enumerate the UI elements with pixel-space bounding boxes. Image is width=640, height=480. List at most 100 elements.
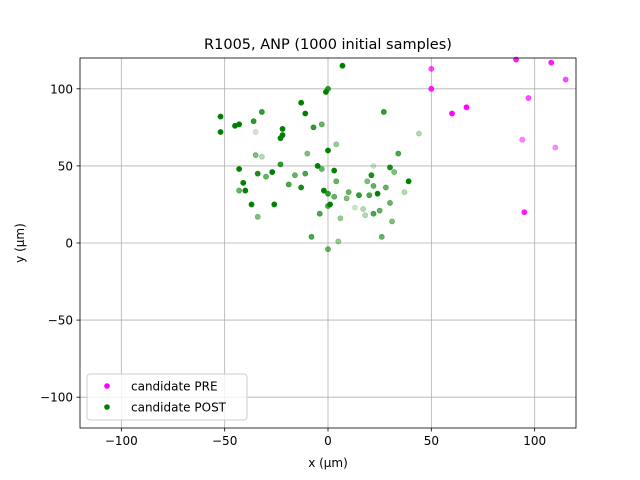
y-tick-label: −100 <box>40 391 73 405</box>
legend-marker-post <box>104 404 110 410</box>
x-axis-label: x (µm) <box>308 456 348 470</box>
post-data-point <box>308 233 315 240</box>
post-data-point <box>217 129 224 135</box>
post-data-point <box>356 192 362 199</box>
pre-data-point <box>521 209 528 216</box>
post-data-point <box>376 207 383 214</box>
y-tick-label: −50 <box>48 314 73 328</box>
legend-box <box>86 373 248 421</box>
pre-data-point <box>552 144 559 151</box>
x-axis-ticks: −100 −50 0 50 100 <box>105 428 546 448</box>
post-data-point <box>236 121 243 128</box>
post-data-point <box>331 193 338 200</box>
post-data-point <box>391 169 398 175</box>
post-data-point <box>236 166 243 172</box>
post-data-point <box>269 169 276 175</box>
post-data-point <box>240 179 247 186</box>
post-data-point <box>370 210 377 217</box>
post-data-point <box>343 195 350 202</box>
y-axis-ticks: 100 50 0 −50 −100 <box>40 82 80 405</box>
legend-marker-pre <box>104 383 110 389</box>
post-data-point <box>380 109 387 115</box>
post-data-point <box>279 126 286 132</box>
pre-data-point <box>428 65 435 72</box>
post-data-point <box>236 187 243 194</box>
post-data-point <box>318 121 325 128</box>
x-tick-label: 0 <box>324 434 332 448</box>
post-data-point <box>310 124 317 131</box>
post-data-point <box>320 187 327 194</box>
post-data-point <box>258 109 265 115</box>
post-data-point <box>250 118 257 125</box>
y-tick-label: 100 <box>50 82 73 96</box>
post-data-point <box>285 181 292 188</box>
post-data-point <box>248 201 255 208</box>
plot-area: −100 −50 0 50 100 100 50 0 −50 −100 <box>40 56 577 448</box>
post-data-point <box>368 172 375 179</box>
post-data-point <box>335 238 342 245</box>
x-tick-label: 50 <box>424 434 439 448</box>
post-data-point <box>325 203 331 209</box>
post-data-point <box>254 213 261 220</box>
post-data-point <box>217 113 224 120</box>
post-data-point <box>271 201 278 208</box>
post-data-point <box>263 173 269 180</box>
post-data-point <box>302 170 309 177</box>
pre-data-point <box>525 95 532 101</box>
pre-data-point <box>463 104 470 111</box>
chart-title: R1005, ANP (1000 initial samples) <box>204 37 452 53</box>
post-data-point <box>258 153 265 160</box>
post-data-point <box>378 233 385 240</box>
post-data-point <box>325 147 331 154</box>
post-data-point <box>366 192 373 199</box>
pre-data-point <box>519 136 526 143</box>
post-data-point <box>316 210 323 217</box>
post-data-point <box>292 172 298 179</box>
post-data-point <box>395 150 402 157</box>
post-data-point <box>387 200 393 206</box>
post-data-point <box>387 164 393 171</box>
post-data-point <box>333 141 340 148</box>
post-data-point <box>370 163 377 169</box>
post-data-point <box>364 178 371 185</box>
post-data-point <box>416 130 422 137</box>
post-data-point <box>337 215 344 222</box>
post-data-point <box>252 152 259 159</box>
pre-data-point <box>548 59 555 66</box>
post-data-point <box>277 135 284 142</box>
post-data-point <box>351 204 358 211</box>
y-axis-label: y (µm) <box>13 223 27 263</box>
post-data-point <box>314 163 321 169</box>
post-data-point <box>401 189 408 196</box>
post-data-point <box>298 184 305 191</box>
y-tick-label: 0 <box>65 237 73 251</box>
legend-label-pre: candidate PRE <box>131 380 218 394</box>
post-data-point <box>389 218 395 225</box>
post-data-point <box>331 167 338 174</box>
post-data-point <box>298 99 305 106</box>
post-data-point <box>325 85 331 92</box>
pre-data-point <box>428 85 435 92</box>
post-data-point <box>254 170 261 177</box>
post-data-point <box>382 184 389 191</box>
x-tick-label: 100 <box>523 434 546 448</box>
post-data-point <box>304 150 311 157</box>
pre-data-point <box>449 110 455 117</box>
pre-data-point <box>562 76 569 83</box>
post-data-point <box>277 161 284 168</box>
legend-label-post: candidate POST <box>131 401 227 415</box>
post-data-point <box>362 212 369 219</box>
post-data-point <box>325 246 331 253</box>
post-data-point <box>325 190 331 197</box>
post-data-point <box>360 206 367 212</box>
grid-lines <box>80 58 576 428</box>
x-tick-label: −100 <box>105 434 138 448</box>
post-data-point <box>345 189 352 196</box>
x-tick-label: −50 <box>212 434 237 448</box>
post-data-point <box>374 190 381 197</box>
post-data-point <box>318 166 325 172</box>
post-data-point <box>339 62 346 69</box>
post-data-point <box>333 178 340 185</box>
post-data-point <box>302 110 309 117</box>
